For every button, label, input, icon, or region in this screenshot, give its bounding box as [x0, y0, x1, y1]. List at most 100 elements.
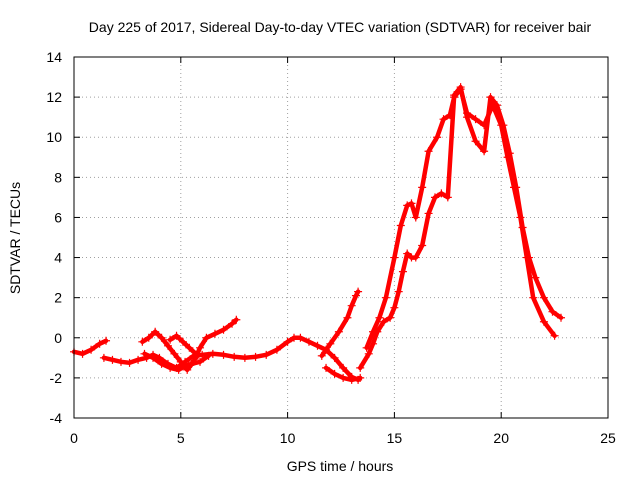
data-point [166, 335, 175, 344]
data-point [463, 109, 472, 118]
y-tick-label: 6 [54, 209, 62, 225]
series-line [71, 338, 109, 357]
data-point [151, 327, 160, 336]
series-line [357, 84, 564, 371]
data-point [185, 343, 194, 352]
data-point [347, 301, 356, 310]
data-point [339, 363, 348, 372]
data-point [557, 313, 566, 322]
data-point [178, 337, 187, 346]
data-point [418, 183, 427, 192]
data-point [539, 317, 548, 326]
data-point [437, 189, 446, 198]
series-seg9 [362, 85, 559, 352]
data-point [313, 341, 322, 350]
data-point [330, 353, 339, 362]
series-seg4 [140, 349, 213, 374]
data-point [411, 213, 420, 222]
data-point [272, 345, 281, 354]
data-point [471, 137, 480, 146]
data-point [251, 352, 260, 361]
data-point [322, 363, 331, 372]
data-point [296, 333, 305, 342]
data-point [445, 111, 454, 120]
data-point [304, 337, 313, 346]
data-point [433, 133, 442, 142]
data-point [443, 193, 452, 202]
data-point [219, 325, 228, 334]
data-point [108, 355, 117, 364]
data-series [70, 83, 566, 384]
data-point [351, 291, 360, 300]
data-point [78, 349, 87, 358]
series-seg1 [70, 336, 111, 358]
data-point [503, 153, 512, 162]
data-point [456, 85, 465, 94]
data-point [283, 337, 292, 346]
x-tick-label: 25 [600, 430, 616, 446]
data-point [196, 357, 205, 366]
grid [74, 57, 608, 418]
data-point [187, 359, 196, 368]
series-seg7 [322, 363, 365, 384]
data-point [354, 287, 363, 296]
data-point [343, 313, 352, 322]
data-point [181, 361, 190, 370]
data-point [394, 287, 403, 296]
data-point [102, 336, 111, 345]
data-point [196, 343, 205, 352]
data-point [471, 115, 480, 124]
data-point [347, 375, 356, 384]
y-tick-label: 10 [46, 129, 62, 145]
y-tick-label: 8 [54, 169, 62, 185]
data-point [140, 349, 149, 358]
x-tick-label: 20 [493, 430, 509, 446]
data-point [516, 213, 525, 222]
data-point [497, 121, 506, 130]
series-seg5 [166, 331, 202, 360]
data-point [439, 115, 448, 124]
data-point [174, 365, 183, 374]
data-point [208, 349, 217, 358]
data-point [430, 193, 439, 202]
data-point [228, 319, 237, 328]
data-point [364, 349, 373, 358]
y-tick-label: 2 [54, 290, 62, 306]
data-point [99, 353, 108, 362]
data-point [134, 355, 143, 364]
data-point [386, 313, 395, 322]
data-point [330, 369, 339, 378]
data-point [424, 209, 433, 218]
data-point [240, 353, 249, 362]
data-point [210, 329, 219, 338]
data-point [144, 333, 153, 342]
data-point [219, 350, 228, 359]
data-point [450, 93, 459, 102]
data-point [202, 333, 211, 342]
x-tick-label: 15 [387, 430, 403, 446]
data-point [403, 201, 412, 210]
y-tick-label: -2 [50, 370, 63, 386]
data-point [522, 253, 531, 262]
data-point [396, 221, 405, 230]
data-point [548, 307, 557, 316]
data-point [170, 349, 179, 358]
series-seg6 [317, 287, 363, 360]
data-point [550, 331, 559, 340]
data-point [116, 357, 125, 366]
y-axis-label: SDTVAR / TECUs [7, 182, 23, 294]
axes: 0 5 10 15 20 25 -4 -2 0 2 4 6 8 10 12 14 [46, 49, 616, 446]
data-point [356, 373, 365, 382]
plot-frame [73, 56, 609, 419]
series-line [364, 86, 557, 351]
data-point [176, 357, 185, 366]
data-point [390, 303, 399, 312]
data-point [356, 363, 365, 372]
data-point [149, 353, 158, 362]
y-tick-label: 4 [54, 250, 62, 266]
data-point [375, 313, 384, 322]
data-point [390, 253, 399, 262]
data-point [488, 101, 497, 110]
y-tick-label: 14 [46, 49, 62, 65]
data-point [157, 359, 166, 368]
